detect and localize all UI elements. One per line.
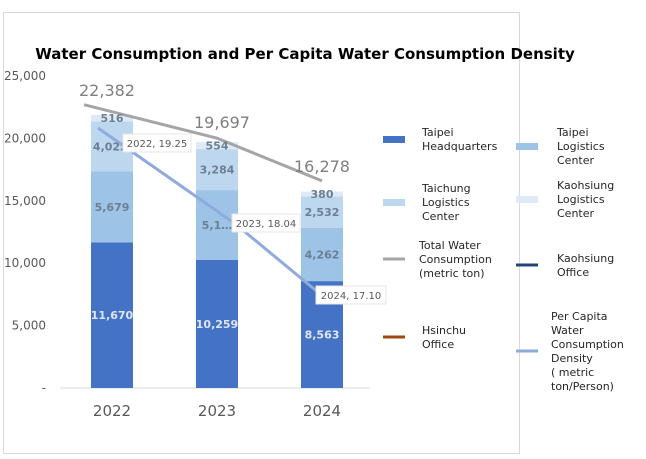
legend-label: Per Capita Water Consumption Density( metri… (551, 310, 624, 393)
legend-label: Taipei Logistics Center (556, 126, 605, 167)
bar-value-label: 3,284 (200, 164, 235, 177)
chart-title: Water Consumption and Per Capita Water C… (35, 45, 575, 63)
y-tick-label: 5,000 (12, 319, 46, 333)
bar-value-label: 4,262 (305, 249, 340, 262)
bar-segment (301, 227, 343, 282)
total-consumption-line (83, 103, 323, 183)
total-value-label: 22,382 (79, 81, 135, 100)
legend-item: Hsinchu Office (383, 324, 466, 351)
bar-segment (196, 142, 238, 150)
bar-segment (196, 149, 238, 191)
bar-value-label: 516 (101, 112, 124, 125)
legend-swatch (383, 199, 405, 206)
bar-value-label: 2,532 (305, 206, 340, 219)
per-capita-value-label: 2024, 17.10 (321, 291, 381, 302)
legend-label: Taipei Headquarters (421, 126, 498, 153)
per-capita-label-box (315, 285, 387, 305)
bar-segment (301, 191, 343, 197)
per-capita-value-label: 2022, 19.25 (127, 139, 187, 150)
bar-value-label: 10,259 (196, 318, 238, 331)
legend-label: Kaohsiung Logistics Center (557, 179, 614, 220)
legend-label: Total Water Consumption (metric ton) (418, 239, 492, 280)
x-tick-label: 2023 (198, 402, 236, 420)
bar-segment (91, 242, 133, 388)
bar-segment (196, 259, 238, 388)
legend-label: Hsinchu Office (422, 324, 466, 351)
bar-value-label: 380 (311, 188, 334, 201)
x-tick-label: 2022 (93, 402, 131, 420)
legend-item: Taipei Logistics Center (516, 126, 605, 167)
legend-label: Taichung Logistics Center (421, 182, 471, 223)
bar-value-label: 11,670 (91, 309, 134, 322)
bar-value-label: 8,563 (305, 329, 340, 342)
legend-item: Kaohsiung Office (516, 252, 614, 279)
total-value-label: 16,278 (294, 157, 350, 176)
y-tick-label: 20,000 (4, 131, 46, 145)
bar-segment (301, 196, 343, 228)
legend-item: Per Capita Water Consumption Density( metri… (516, 310, 624, 393)
legend-swatch (516, 196, 538, 203)
bar-value-label: 5,1… (202, 219, 233, 232)
y-tick-label: 25,000 (4, 69, 46, 83)
per-capita-value-label: 2023, 18.04 (236, 219, 296, 230)
legend-label: Kaohsiung Office (557, 252, 614, 279)
bar-segment (91, 114, 133, 122)
bar-value-label: 5,679 (95, 201, 130, 214)
bar-value-label: 554 (206, 140, 229, 153)
bar-value-label: 4,02… (93, 140, 131, 153)
bar-segment (91, 171, 133, 243)
per-capita-label-box (122, 133, 192, 153)
x-tick-label: 2024 (303, 402, 341, 420)
legend-swatch (516, 143, 538, 150)
legend-item: Taichung Logistics Center (383, 182, 471, 223)
y-tick-label: 15,000 (4, 194, 46, 208)
total-value-label: 19,697 (194, 113, 250, 132)
per-capita-label-box (231, 213, 301, 233)
legend-item: Taipei Headquarters (383, 126, 498, 153)
legend-item: Kaohsiung Logistics Center (516, 179, 614, 220)
y-tick-label: - (42, 381, 46, 395)
legend-swatch (383, 136, 405, 143)
legend-item: Total Water Consumption (metric ton) (383, 239, 492, 280)
y-tick-label: 10,000 (4, 256, 46, 270)
chart-frame (3, 12, 520, 454)
